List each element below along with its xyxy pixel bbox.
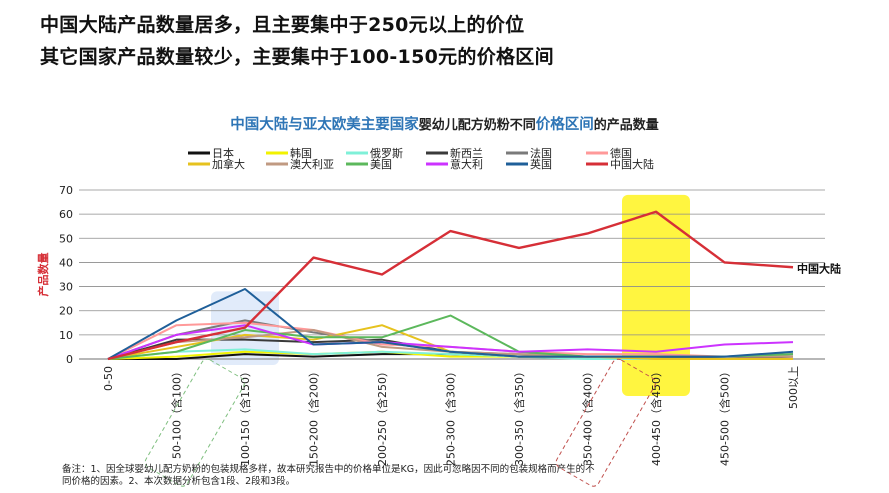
legend-label: 俄罗斯: [370, 147, 403, 160]
x-tick-label: 50-100（含100）: [170, 366, 184, 459]
x-tick-label: 450-500（含500）: [718, 366, 732, 466]
y-tick-label: 30: [59, 281, 73, 294]
chart-title-part-2: 婴幼儿配方奶粉不同: [418, 118, 536, 133]
x-tick-label: 300-350（含350）: [512, 366, 526, 466]
legend-label: 韩国: [290, 146, 312, 160]
legend-label: 英国: [530, 157, 552, 171]
legend-label: 德国: [610, 146, 632, 160]
x-tick-label: 100-150（含150）: [238, 366, 252, 466]
chart-title-part-1: 中国大陆与亚太欧美主要国家: [230, 117, 419, 133]
chart-title-part-3: 价格区间: [535, 117, 594, 133]
chart-title-part-4: 的产品数量: [593, 118, 659, 133]
y-tick-label: 70: [59, 184, 73, 197]
y-axis-label: 产品数量: [36, 253, 50, 297]
dashed-frame-2: [555, 358, 656, 487]
series-annotation: 中国大陆: [797, 261, 841, 275]
legend-label: 意大利: [450, 157, 483, 171]
x-tick-label: 150-200（含200）: [307, 366, 321, 466]
series-line-12: [107, 210, 794, 361]
highlight-band-2: [622, 194, 690, 396]
y-tick-label: 10: [59, 329, 73, 342]
legend-label: 日本: [212, 146, 234, 160]
legend-label: 加拿大: [212, 157, 245, 171]
x-tick-label: 250-300（含300）: [444, 366, 458, 466]
headline-2: 其它国家产品数量较少，主要集中于100-150元的价格区间: [40, 46, 554, 68]
dashed-frame-1: [144, 358, 245, 487]
series-line-11: [107, 287, 794, 360]
legend-label: 中国大陆: [610, 157, 654, 171]
legend-label: 美国: [370, 158, 392, 171]
series-line-10: [107, 324, 794, 360]
x-tick-label: 200-250（含250）: [375, 366, 389, 466]
x-tick-label: 400-450（含450）: [649, 366, 663, 466]
y-tick-label: 0: [66, 353, 73, 366]
x-tick-label: 500以上: [787, 366, 800, 409]
y-tick-label: 40: [59, 256, 73, 269]
legend-label: 澳大利亚: [290, 157, 334, 171]
y-tick-label: 60: [59, 208, 73, 221]
chart-title: 中国大陆与亚太欧美主要国家婴幼儿配方奶粉不同价格区间的产品数量: [0, 113, 889, 134]
x-tick-label: 350-400（含400）: [581, 366, 595, 466]
x-tick-label: 0-50: [102, 366, 115, 391]
legend-label: 法国: [530, 146, 552, 160]
y-tick-label: 20: [59, 305, 73, 318]
footnote: 备注：1、因全球婴幼儿配方奶粉的包装规格多样，故本研究报告中的价格单位是KG，因…: [62, 464, 595, 487]
legend-label: 新西兰: [450, 146, 483, 160]
y-tick-label: 50: [59, 232, 73, 245]
headline-1: 中国大陆产品数量居多，且主要集中于250元以上的价位: [40, 14, 525, 36]
